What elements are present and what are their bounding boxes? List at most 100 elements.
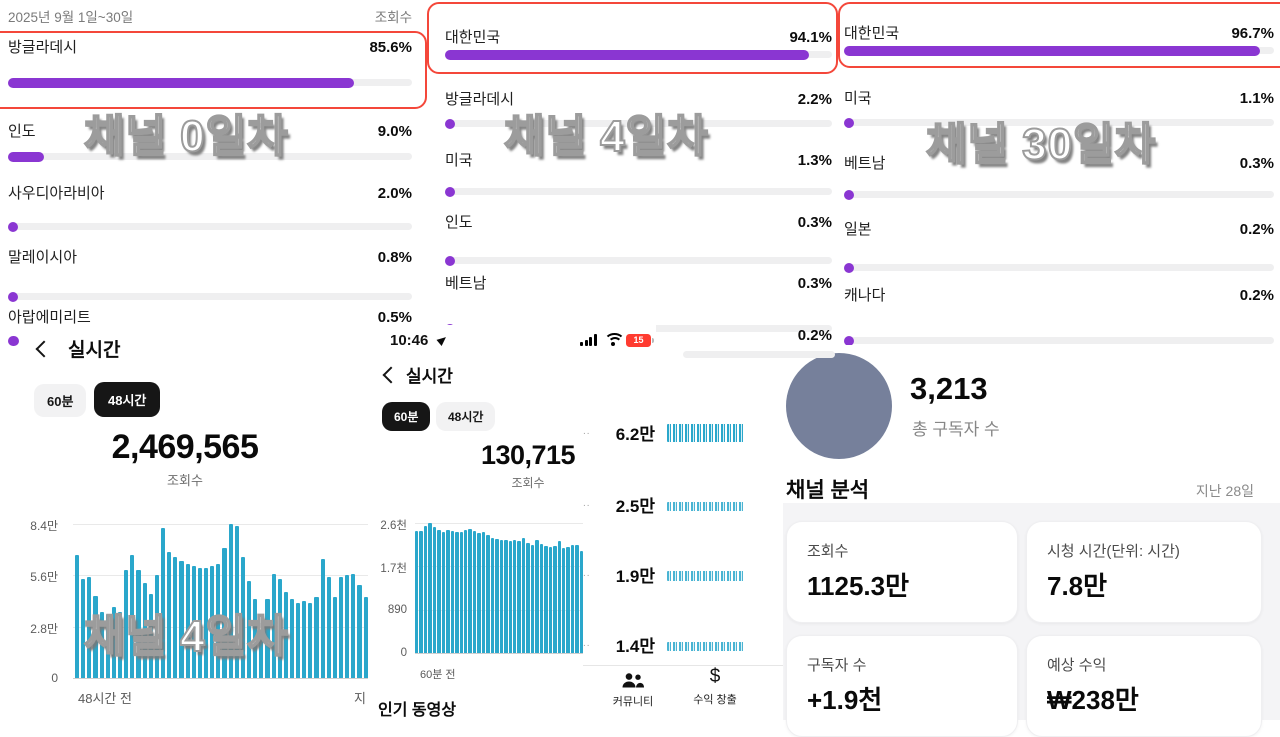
- country-name: 방글라데시: [8, 39, 78, 56]
- country-row[interactable]: 미국 1.3%: [445, 149, 832, 170]
- progress-track: [8, 221, 412, 232]
- stat-card-watch-time[interactable]: 시청 시간(단위: 시간) 7.8만: [1026, 521, 1262, 623]
- country-row[interactable]: 베트남 0.3%: [445, 272, 832, 293]
- progress-fill: [844, 45, 1260, 56]
- period-label[interactable]: 지난 28일: [1195, 483, 1254, 499]
- baseline: [415, 653, 583, 654]
- country-row[interactable]: 사우디아라비아 2.0%: [8, 182, 412, 203]
- stat-card-label: 시청 시간(단위: 시간): [1047, 543, 1180, 560]
- y-tick-label: 8.4만: [30, 519, 58, 533]
- stat-card-subscribers[interactable]: 구독자 수 +1.9천: [786, 635, 1018, 737]
- stat-card-label: 조회수: [807, 543, 849, 560]
- gridline: [73, 524, 368, 525]
- baseline: [73, 678, 368, 679]
- country-row[interactable]: 말레이시아 0.8%: [8, 246, 412, 267]
- progress-fill: [445, 49, 810, 60]
- video-views: 2.5만: [615, 497, 655, 516]
- stat-card-views[interactable]: 조회수 1125.3만: [786, 521, 1018, 623]
- country-row[interactable]: 일본 0.2%: [844, 218, 1274, 239]
- wifi-icon: [604, 333, 625, 346]
- country-row[interactable]: 인도 9.0%: [8, 120, 412, 141]
- video-row[interactable]: .. 2.5만: [583, 490, 783, 524]
- country-pct: 0.3%: [797, 214, 832, 231]
- progress-track: [844, 262, 1274, 273]
- stat-card-label: 구독자 수: [807, 657, 867, 674]
- country-row[interactable]: 미국 1.1%: [844, 87, 1274, 108]
- truncated-title: ..: [583, 568, 591, 579]
- gridline: [415, 523, 583, 524]
- popular-videos-panel: .. 6.2만 .. 2.5만 .. 1.9만 .. 1.4만 커뮤니티 $ 수…: [583, 360, 783, 720]
- back-chevron-icon[interactable]: [35, 340, 53, 358]
- y-tick-label: 890: [387, 604, 407, 616]
- progress-track: [445, 118, 832, 129]
- country-row[interactable]: 인도 0.3%: [445, 211, 832, 232]
- stat-card-value: ₩238만: [1047, 685, 1139, 715]
- video-row[interactable]: .. 1.9만: [583, 560, 783, 594]
- progress-track: [8, 77, 412, 88]
- realtime-60m-bar-chart[interactable]: [415, 523, 584, 653]
- video-row[interactable]: .. 1.4만: [583, 630, 783, 664]
- status-time: 10:46: [390, 332, 429, 349]
- progress-track: [445, 255, 832, 266]
- country-name: 베트남: [445, 275, 487, 292]
- tab-60min[interactable]: 60분: [382, 402, 431, 431]
- dollar-icon: $: [709, 666, 721, 687]
- realtime-views-count: 130,715: [480, 440, 576, 470]
- date-range-label: 2025년 9월 1일~30일: [8, 10, 134, 25]
- tab-48h[interactable]: 48시간: [94, 382, 161, 417]
- nav-item-community[interactable]: 커뮤니티: [601, 670, 665, 714]
- y-tick-label: 2.6천: [380, 520, 407, 532]
- country-pct: 94.1%: [789, 29, 832, 46]
- country-pct: 9.0%: [377, 123, 412, 140]
- country-row[interactable]: 0.2%: [445, 327, 832, 344]
- country-pct: 0.5%: [377, 309, 412, 326]
- realtime-48h-bar-chart[interactable]: [75, 524, 368, 678]
- x-axis-start-label: 60분 전: [420, 669, 456, 681]
- country-row[interactable]: 대한민국 96.7%: [844, 22, 1274, 43]
- country-name: 말레이시아: [8, 249, 78, 266]
- country-row[interactable]: 베트남 0.3%: [844, 152, 1274, 173]
- country-name: 인도: [8, 123, 36, 140]
- gridline: [73, 575, 368, 576]
- country-row[interactable]: 대한민국 94.1%: [445, 26, 832, 47]
- battery-icon: 15: [626, 334, 654, 347]
- nav-item-label: 커뮤니티: [612, 696, 654, 708]
- country-row[interactable]: 캐나다 0.2%: [844, 284, 1274, 305]
- progress-track: [844, 335, 1274, 346]
- progress-fill: [8, 77, 354, 88]
- progress-track-fragment: [683, 351, 835, 358]
- y-tick-label: 5.6만: [30, 570, 58, 584]
- country-pct: 0.3%: [797, 275, 832, 292]
- nav-item-label: 수익 창출: [693, 694, 737, 706]
- video-sparkline-thumbnail[interactable]: [667, 502, 745, 511]
- x-axis-start-label: 48시간 전: [78, 691, 132, 706]
- nav-item-monetization[interactable]: $ 수익 창출: [683, 666, 747, 714]
- stat-card-revenue[interactable]: 예상 수익 ₩238만: [1026, 635, 1262, 737]
- back-chevron-icon[interactable]: [382, 366, 400, 384]
- progress-fill: [445, 118, 455, 129]
- channel-avatar[interactable]: [786, 353, 892, 459]
- video-sparkline-thumbnail[interactable]: [667, 424, 745, 442]
- country-row[interactable]: 방글라데시 2.2%: [445, 88, 832, 109]
- tab-48h[interactable]: 48시간: [436, 402, 496, 431]
- realtime-48h-panel: 실시간 60분 48시간 2,469,565 조회수 8.4만 5.6만 2.8…: [0, 330, 370, 720]
- gridline: [415, 610, 583, 611]
- y-tick-label: 0: [51, 671, 58, 685]
- video-sparkline-thumbnail[interactable]: [667, 571, 745, 581]
- country-name: 대한민국: [844, 25, 900, 42]
- battery-percent: 15: [626, 334, 651, 347]
- country-pct: 2.2%: [797, 91, 832, 108]
- country-pct: 1.1%: [1239, 90, 1274, 107]
- progress-fill: [844, 117, 854, 128]
- progress-track: [844, 189, 1274, 200]
- video-sparkline-thumbnail[interactable]: [667, 642, 745, 651]
- country-name: 미국: [844, 90, 872, 107]
- country-row[interactable]: 방글라데시 85.6%: [8, 36, 412, 57]
- y-tick-label: 0: [400, 647, 407, 659]
- video-row[interactable]: .. 6.2만: [583, 418, 783, 452]
- realtime-views-count: 2,469,565: [111, 428, 259, 466]
- progress-track: [445, 49, 832, 60]
- country-row[interactable]: 아랍에미리트 0.5%: [8, 306, 412, 327]
- cellular-signal-icon: [580, 334, 597, 346]
- tab-60min[interactable]: 60분: [34, 384, 87, 417]
